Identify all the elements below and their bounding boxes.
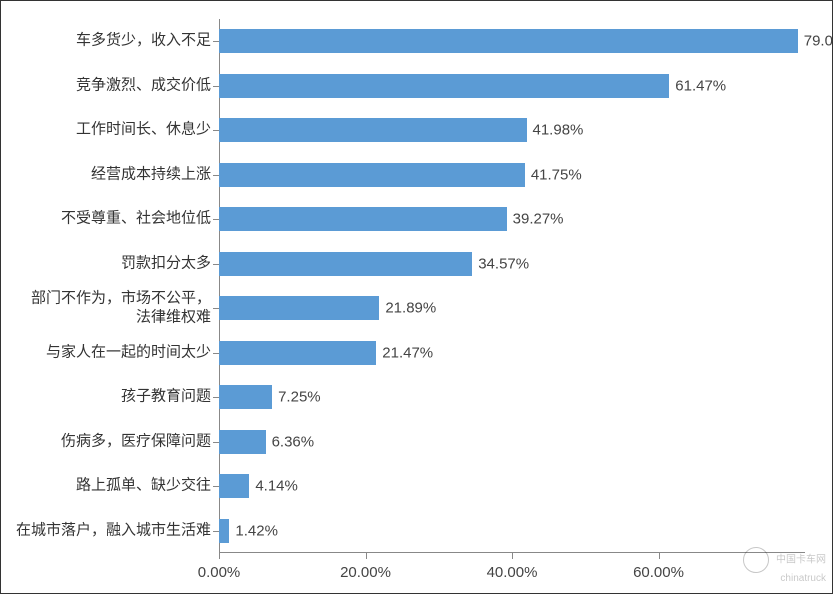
bar (219, 385, 272, 409)
plot-area: 0.00%20.00%40.00%60.00%车多货少，收入不足79.01%竞争… (219, 19, 805, 553)
category-label: 工作时间长、休息少 (76, 121, 219, 140)
bar (219, 118, 527, 142)
y-axis (219, 19, 220, 553)
category-label: 孩子教育问题 (121, 388, 219, 407)
bar (219, 163, 525, 187)
category-label: 车多货少，收入不足 (76, 32, 219, 51)
value-label: 41.75% (525, 166, 582, 183)
x-tick-label: 60.00% (633, 564, 684, 581)
category-label: 部门不作为，市场不公平， 法律维权难 (31, 290, 219, 328)
category-label: 在城市落户，融入城市生活难 (16, 521, 219, 540)
bar-row: 孩子教育问题7.25% (219, 385, 272, 409)
value-label: 21.47% (376, 344, 433, 361)
bar (219, 207, 507, 231)
value-label: 21.89% (379, 300, 436, 317)
bar (219, 252, 472, 276)
value-label: 39.27% (507, 211, 564, 228)
bar (219, 74, 669, 98)
value-label: 4.14% (249, 478, 298, 495)
x-tick-label: 40.00% (487, 564, 538, 581)
bar (219, 296, 379, 320)
bar (219, 474, 249, 498)
x-tick-label: 20.00% (340, 564, 391, 581)
watermark-line2: chinatruck (780, 573, 826, 584)
bar-row: 与家人在一起的时间太少21.47% (219, 341, 376, 365)
value-label: 79.01% (798, 33, 833, 50)
category-label: 路上孤单、缺少交往 (76, 477, 219, 496)
bar-row: 经营成本持续上涨41.75% (219, 163, 525, 187)
bar-row: 罚款扣分太多34.57% (219, 252, 472, 276)
bar (219, 430, 266, 454)
category-label: 与家人在一起的时间太少 (46, 343, 219, 362)
bar-row: 伤病多，医疗保障问题6.36% (219, 430, 266, 454)
bar-row: 不受尊重、社会地位低39.27% (219, 207, 507, 231)
value-label: 41.98% (527, 122, 584, 139)
watermark: 中国卡车网 chinatruck (686, 547, 826, 587)
x-tick (659, 553, 660, 559)
category-label: 经营成本持续上涨 (91, 165, 219, 184)
x-tick (366, 553, 367, 559)
watermark-line1: 中国卡车网 (776, 555, 826, 566)
category-label: 竞争激烈、成交价低 (76, 76, 219, 95)
bar (219, 519, 229, 543)
bar-row: 竞争激烈、成交价低61.47% (219, 74, 669, 98)
value-label: 34.57% (472, 255, 529, 272)
bar-row: 工作时间长、休息少41.98% (219, 118, 527, 142)
x-tick (219, 553, 220, 559)
bar-row: 车多货少，收入不足79.01% (219, 29, 798, 53)
bar-row: 在城市落户，融入城市生活难1.42% (219, 519, 229, 543)
bar-row: 路上孤单、缺少交往4.14% (219, 474, 249, 498)
x-tick-label: 0.00% (198, 564, 241, 581)
value-label: 1.42% (229, 522, 278, 539)
chart-container: 0.00%20.00%40.00%60.00%车多货少，收入不足79.01%竞争… (0, 0, 833, 594)
value-label: 6.36% (266, 433, 315, 450)
category-label: 不受尊重、社会地位低 (61, 210, 219, 229)
bar (219, 341, 376, 365)
bar (219, 29, 798, 53)
value-label: 61.47% (669, 77, 726, 94)
value-label: 7.25% (272, 389, 321, 406)
x-tick (512, 553, 513, 559)
category-label: 罚款扣分太多 (121, 254, 219, 273)
category-label: 伤病多，医疗保障问题 (61, 432, 219, 451)
bar-row: 部门不作为，市场不公平， 法律维权难21.89% (219, 296, 379, 320)
